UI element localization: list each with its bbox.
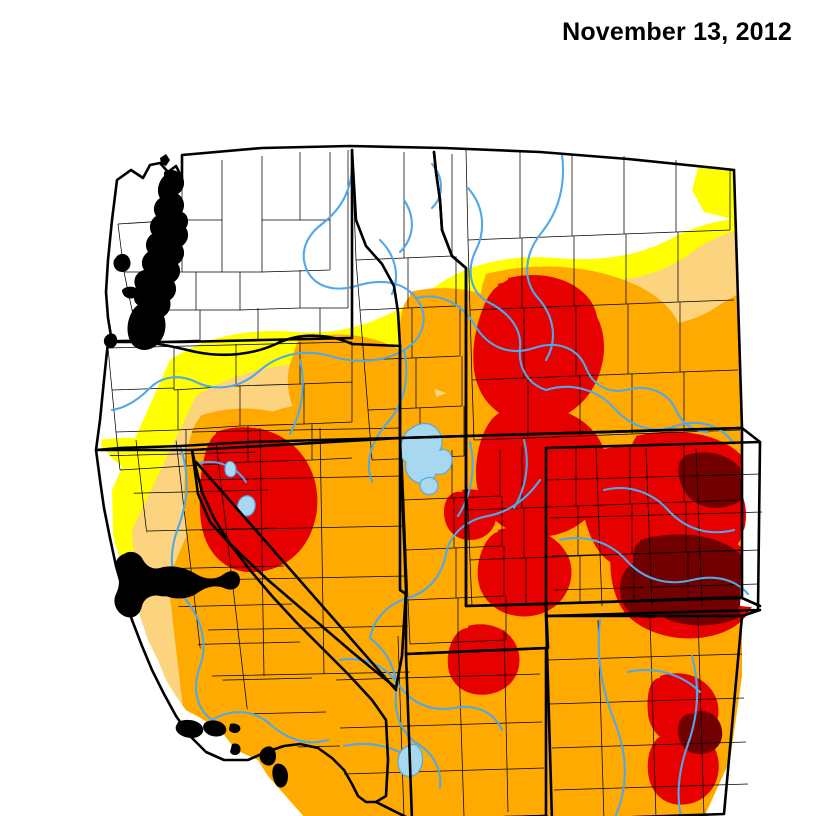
state-border-wa-or xyxy=(106,334,354,357)
river-clark-fork xyxy=(398,198,413,254)
border-mexico xyxy=(374,800,549,816)
river-canadian xyxy=(626,668,702,694)
county-lines-or xyxy=(107,341,353,471)
channel-island-santa-rosa xyxy=(203,720,227,737)
county-lines-nm xyxy=(547,615,749,816)
utah-lake xyxy=(419,476,439,496)
channel-island-san-nicolas xyxy=(230,743,241,755)
river-pecos xyxy=(677,654,698,816)
north-cascades-blob xyxy=(160,154,170,166)
d3-se-utah xyxy=(477,527,572,617)
d4-newmexico-pocket xyxy=(678,710,723,754)
state-border-az xyxy=(404,646,548,816)
border-canada xyxy=(180,144,736,180)
d2-sierra-east-front xyxy=(247,598,327,677)
drought-map-svg[interactable] xyxy=(0,60,816,816)
puget-lowland-blob xyxy=(127,302,166,350)
d2-west-central-arizona xyxy=(373,694,451,770)
river-missouri-main xyxy=(544,385,736,446)
river-deschutes xyxy=(288,358,304,436)
state-border-ca xyxy=(94,448,390,804)
suisun-bay xyxy=(154,566,240,599)
river-sacramento xyxy=(170,444,214,722)
d3-northern-arizona xyxy=(462,631,515,682)
lake-tahoe xyxy=(236,495,256,517)
state-border-wa xyxy=(104,148,354,344)
river-yellowstone xyxy=(526,152,565,362)
river-platte xyxy=(602,486,736,534)
state-border-nv xyxy=(190,436,408,690)
d0-region-ne-montana xyxy=(692,161,736,220)
state-borders-layer xyxy=(94,144,762,816)
pyramid-lake xyxy=(224,460,237,478)
river-truckee xyxy=(194,460,248,484)
border-east-edge xyxy=(740,426,762,618)
title-bar: November 13, 2012 xyxy=(0,0,816,64)
river-snake-south xyxy=(367,348,408,484)
river-san-joaquin xyxy=(210,711,330,744)
county-lines-mt xyxy=(465,149,741,441)
state-border-nm xyxy=(544,614,744,816)
river-green xyxy=(456,440,474,518)
river-snake xyxy=(414,295,710,434)
river-arkansas xyxy=(558,536,750,596)
d4-northeast-colorado xyxy=(678,452,742,508)
puget-sound-blob xyxy=(122,169,189,319)
river-colorado-upper xyxy=(368,478,542,640)
lakes-layer xyxy=(224,422,453,777)
river-missouri-upper xyxy=(466,186,548,392)
map-date-label: November 13, 2012 xyxy=(562,17,792,46)
county-lines-nv xyxy=(191,427,411,677)
county-lines-ut xyxy=(401,449,507,645)
channel-island-anacapa xyxy=(229,723,241,733)
river-colorado-lower xyxy=(368,636,442,790)
rivers-layer xyxy=(110,152,750,816)
river-rio-grande xyxy=(597,618,626,816)
state-border-ca-nv-diagonal xyxy=(194,460,398,692)
river-bighorn xyxy=(512,438,528,510)
dark-terrain-features xyxy=(103,154,288,788)
olympic-coast-accent xyxy=(113,253,131,272)
map-container xyxy=(0,60,816,816)
d3-central-utah xyxy=(444,489,497,540)
channel-island-san-clemente xyxy=(272,763,288,788)
county-lines-co xyxy=(547,447,763,607)
